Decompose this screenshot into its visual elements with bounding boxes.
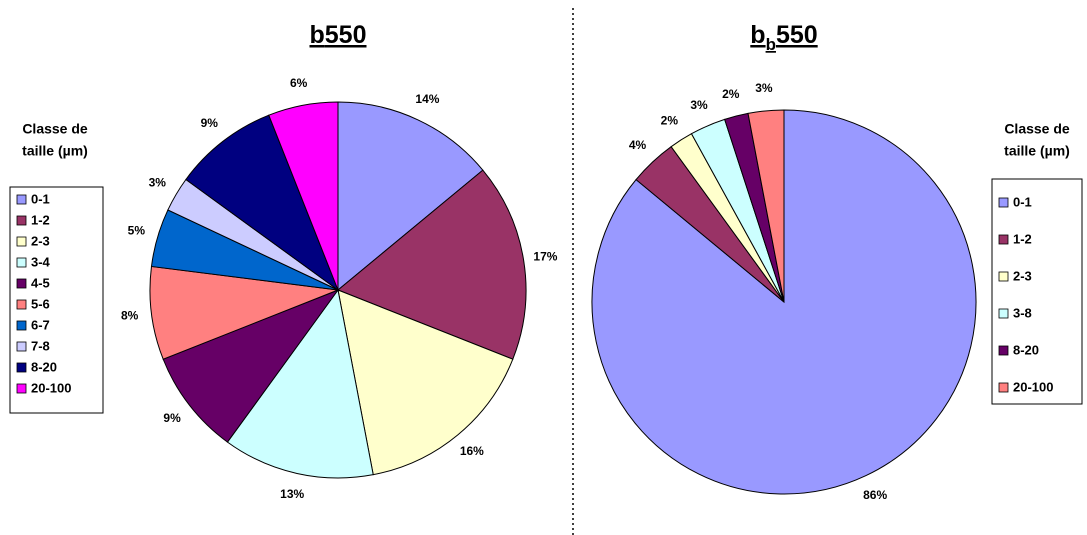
legend-swatch — [998, 308, 1009, 319]
pie-slice — [337, 101, 484, 292]
data-label: 13% — [280, 487, 304, 501]
data-label: 5% — [128, 224, 146, 238]
legend-label: 4-5 — [31, 275, 50, 290]
chart-title: b550 — [310, 21, 367, 49]
legend-swatch — [16, 194, 27, 205]
title-part: b — [766, 35, 776, 54]
legend-swatch — [16, 257, 27, 268]
legend-label: 8-20 — [31, 359, 57, 374]
data-label: 9% — [201, 116, 219, 130]
legend-label: 3-4 — [31, 254, 51, 269]
legend-swatch — [998, 234, 1009, 245]
pie-slice — [268, 101, 339, 291]
title-part: 550 — [325, 21, 367, 49]
legend-label: 5-6 — [31, 296, 50, 311]
legend-title: Classe de — [1004, 121, 1070, 137]
legend-label: 0-1 — [1013, 194, 1032, 209]
pie-slice — [185, 114, 340, 292]
pie-slice — [226, 288, 374, 479]
legend-label: 1-2 — [1013, 231, 1032, 246]
legend-title: taille (µm) — [1004, 143, 1070, 159]
data-label: 3% — [149, 175, 167, 189]
legend-label: 3-8 — [1013, 305, 1032, 320]
legend-swatch — [998, 382, 1009, 393]
legend-swatch — [16, 278, 27, 289]
legend-label: 7-8 — [31, 338, 50, 353]
legend-swatch — [16, 341, 27, 352]
legend-label: 6-7 — [31, 317, 50, 332]
data-label: 2% — [722, 87, 740, 101]
legend-swatch — [16, 299, 27, 310]
legend-label: 2-3 — [31, 233, 50, 248]
legend-swatch — [16, 320, 27, 331]
data-label: 17% — [533, 249, 557, 263]
legend-swatch — [998, 345, 1009, 356]
legend-title: Classe de — [22, 121, 88, 137]
data-label: 9% — [163, 411, 181, 425]
legend-label: 20-100 — [1013, 379, 1053, 394]
data-label: 3% — [755, 81, 773, 95]
legend-label: 20-100 — [31, 380, 71, 395]
legend-box — [991, 178, 1083, 405]
data-label: 4% — [629, 138, 647, 152]
legend-label: 0-1 — [31, 191, 50, 206]
legend-swatch — [998, 271, 1009, 282]
pie-slice — [149, 265, 339, 360]
data-label: 3% — [690, 98, 708, 112]
pie-slice — [337, 169, 527, 360]
pie-slice — [337, 289, 514, 476]
legend-swatch — [16, 362, 27, 373]
pie-slice — [162, 288, 340, 443]
pie-slice — [747, 109, 785, 303]
title-part: 550 — [776, 21, 818, 49]
legend-title: taille (µm) — [22, 143, 88, 159]
legend-label: 2-3 — [1013, 268, 1032, 283]
data-label: 8% — [121, 308, 139, 322]
legend-swatch — [16, 383, 27, 394]
legend-label: 8-20 — [1013, 342, 1039, 357]
legend-swatch — [16, 236, 27, 247]
data-label: 2% — [661, 113, 679, 127]
legend-label: 1-2 — [31, 212, 50, 227]
data-label: 14% — [415, 92, 439, 106]
legend-swatch — [16, 215, 27, 226]
data-label: 16% — [460, 444, 484, 458]
data-label: 86% — [863, 488, 887, 502]
title-part: b — [310, 21, 325, 49]
legend-swatch — [998, 197, 1009, 208]
title-part: b — [750, 21, 765, 49]
chart-title: bb550 — [750, 21, 817, 54]
data-label: 6% — [290, 76, 308, 90]
